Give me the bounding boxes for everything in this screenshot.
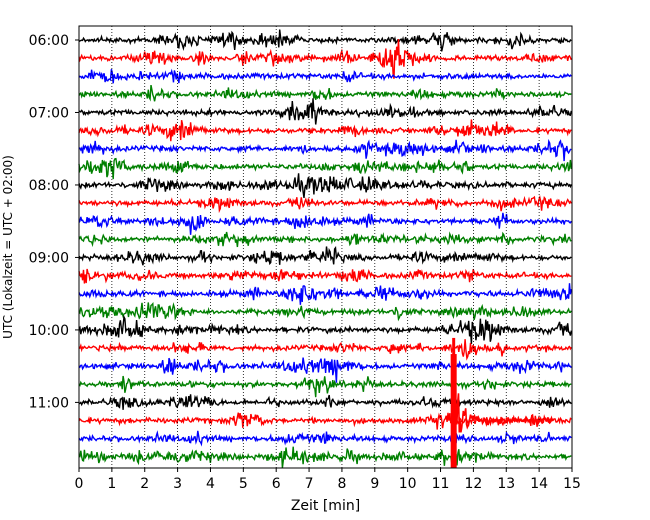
trace-4 — [78, 84, 572, 102]
trace-9 — [78, 173, 572, 198]
plot-frame — [78, 25, 573, 469]
x-tick-label: 13 — [497, 476, 515, 492]
x-tick-label: 12 — [464, 476, 482, 492]
trace-13 — [78, 246, 572, 266]
trace-20 — [78, 375, 572, 398]
trace-11 — [78, 212, 572, 235]
trace-23 — [78, 430, 572, 447]
trace-7 — [78, 138, 572, 162]
y-tick-label: 07:00 — [29, 105, 69, 121]
y-tick-label: 10:00 — [29, 323, 69, 339]
trace-16 — [78, 301, 572, 322]
x-tick-label: 15 — [563, 476, 581, 492]
y-tick-label: 08:00 — [29, 178, 69, 194]
trace-10 — [78, 194, 572, 214]
trace-18 — [78, 339, 572, 361]
trace-15 — [78, 283, 572, 305]
y-axis-label: UTC (Lokalzeit = UTC + 02:00) — [1, 155, 15, 339]
trace-8 — [78, 157, 572, 180]
trace-24 — [78, 446, 572, 468]
x-tick-label: 3 — [173, 476, 182, 492]
y-tick-label: 11:00 — [29, 395, 69, 411]
x-tick-label: 6 — [272, 476, 281, 492]
x-axis-ticks: 0 1 2 3 4 5 6 7 8 9 10 11 12 13 14 15 — [75, 468, 581, 492]
trace-12 — [78, 231, 572, 248]
trace-6 — [78, 119, 572, 142]
earthquake-event — [449, 337, 555, 468]
trace-1 — [78, 29, 572, 52]
x-tick-label: 9 — [370, 476, 379, 492]
y-tick-label: 09:00 — [29, 250, 69, 266]
x-tick-label: 7 — [305, 476, 314, 492]
x-tick-label: 5 — [239, 476, 248, 492]
event-waveform — [449, 393, 555, 433]
x-tick-label: 10 — [399, 476, 417, 492]
trace-21 — [78, 394, 572, 410]
trace-14 — [78, 268, 572, 284]
x-tick-label: 8 — [337, 476, 346, 492]
x-tick-label: 2 — [140, 476, 149, 492]
x-tick-label: 0 — [75, 476, 84, 492]
x-tick-label: 1 — [107, 476, 116, 492]
y-axis-ticks: 06:00 07:00 08:00 09:00 10:00 11:00 — [29, 33, 79, 411]
seismogram-traces — [78, 29, 572, 468]
trace-5 — [78, 98, 572, 125]
y-tick-label: 06:00 — [29, 33, 69, 49]
x-tick-label: 4 — [206, 476, 215, 492]
x-tick-label: 14 — [530, 476, 548, 492]
trace-2 — [78, 38, 572, 79]
trace-19 — [78, 357, 572, 383]
trace-17 — [78, 314, 572, 345]
trace-3 — [78, 68, 572, 84]
x-axis-label: Zeit [min] — [291, 498, 360, 514]
event-trace-column — [450, 354, 457, 468]
x-tick-label: 11 — [432, 476, 450, 492]
